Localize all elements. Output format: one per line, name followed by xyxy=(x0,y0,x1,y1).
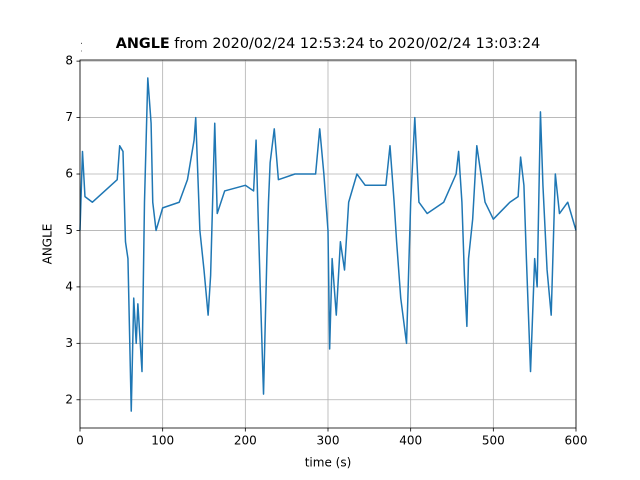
title-background xyxy=(82,34,574,54)
plot xyxy=(79,77,577,412)
x-axis-label: time (s) xyxy=(305,456,352,470)
y-tick-label: 2 xyxy=(65,392,73,406)
grid xyxy=(79,60,577,428)
title-rest: from 2020/02/24 12:53:24 to 2020/02/24 1… xyxy=(174,36,540,52)
chart-title: ANGLE from 2020/02/24 12:53:24 to 2020/0… xyxy=(116,36,541,52)
title-bold: ANGLE xyxy=(116,36,170,52)
x-tick-label: 600 xyxy=(565,434,588,448)
x-tick-label: 300 xyxy=(317,434,340,448)
x-tick-label: 100 xyxy=(151,434,174,448)
y-axis-label: ANGLE xyxy=(41,224,55,265)
x-tick-label: 500 xyxy=(482,434,505,448)
ticks: 0 100 200 300 400 500 600 2 3 4 5 6 7 8 xyxy=(65,54,587,448)
data-line xyxy=(79,77,577,412)
x-tick-label: 400 xyxy=(399,434,422,448)
y-tick-label: 7 xyxy=(65,110,73,124)
x-tick-label: 0 xyxy=(76,434,84,448)
y-tick-label: 4 xyxy=(65,279,73,293)
y-tick-label: 6 xyxy=(65,167,73,181)
y-tick-label: 5 xyxy=(65,223,73,237)
y-tick-label: 8 xyxy=(65,54,73,68)
x-tick-label: 200 xyxy=(234,434,257,448)
y-tick-label: 3 xyxy=(65,336,73,350)
